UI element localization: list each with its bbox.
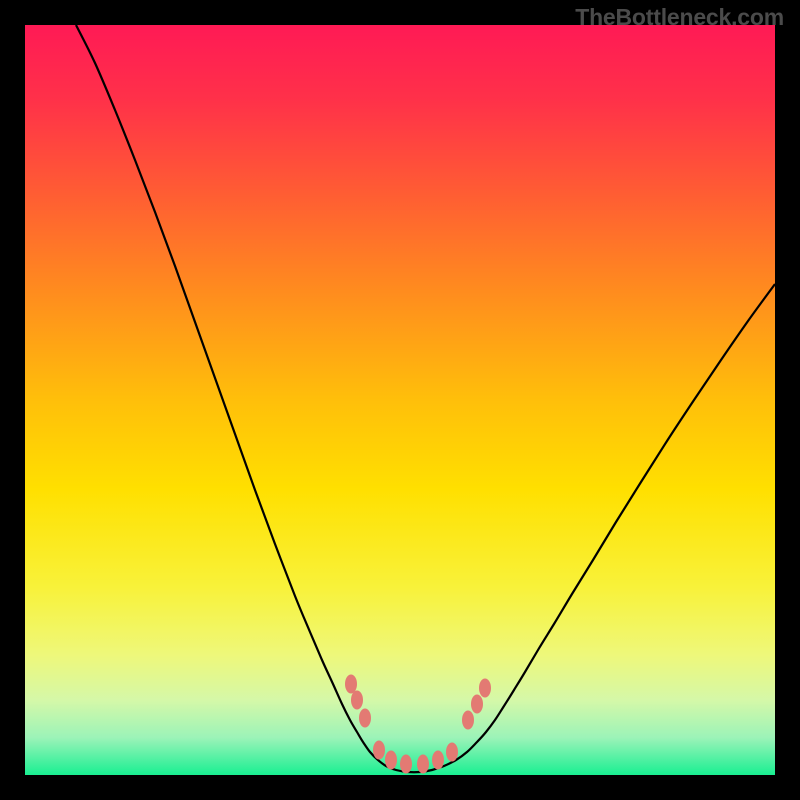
trough-marker xyxy=(463,711,474,729)
trough-marker xyxy=(480,679,491,697)
trough-marker xyxy=(401,755,412,773)
trough-marker xyxy=(352,691,363,709)
trough-marker xyxy=(418,755,429,773)
watermark-text: TheBottleneck.com xyxy=(575,4,784,31)
chart-svg xyxy=(0,0,800,800)
trough-marker xyxy=(386,751,397,769)
trough-marker xyxy=(374,741,385,759)
trough-marker xyxy=(346,675,357,693)
bottleneck-curve xyxy=(76,25,775,772)
trough-marker xyxy=(360,709,371,727)
trough-marker xyxy=(447,743,458,761)
trough-marker xyxy=(433,751,444,769)
trough-marker xyxy=(472,695,483,713)
